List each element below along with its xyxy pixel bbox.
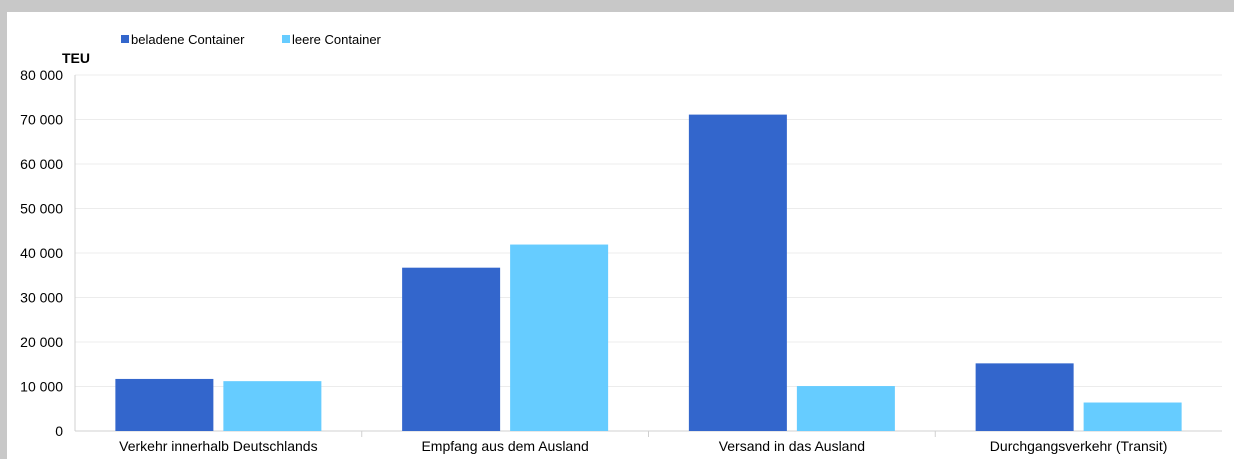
bar [1083,402,1182,431]
x-tick-label: Versand in das Ausland [719,438,865,454]
legend: beladene Container leere Container [121,32,382,47]
x-tick-label: Durchgangsverkehr (Transit) [990,438,1168,454]
y-tick-label: 40 000 [20,245,63,261]
legend-label: beladene Container [131,32,245,47]
y-tick-label: 50 000 [20,201,63,217]
y-tick-labels: 0 10 000 20 000 30 000 40 000 50 000 60 000 70 … [20,67,63,439]
y-tick-label: 70 000 [20,112,63,128]
bar [796,386,895,431]
y-tick-label: 60 000 [20,156,63,172]
y-tick-label: 80 000 [20,67,63,83]
bar [402,267,501,431]
legend-swatch [121,35,129,43]
bar [510,244,609,431]
x-tick-label: Verkehr innerhalb Deutschlands [119,438,317,454]
y-tick-label: 20 000 [20,334,63,350]
legend-label: leere Container [292,32,382,47]
legend-swatch [282,35,290,43]
bar [688,114,787,431]
y-tick-label: 10 000 [20,379,63,395]
bar [223,381,322,431]
x-tick-label: Empfang aus dem Ausland [421,438,588,454]
bars [115,114,1182,431]
y-tick-label: 0 [55,423,63,439]
bar [115,378,214,431]
y-axis-unit-label: TEU [62,50,90,66]
y-tick-label: 30 000 [20,290,63,306]
gridlines [75,74,1222,387]
x-tick-labels: Verkehr innerhalb Deutschlands Empfang au… [119,438,1167,454]
bar [975,363,1074,431]
